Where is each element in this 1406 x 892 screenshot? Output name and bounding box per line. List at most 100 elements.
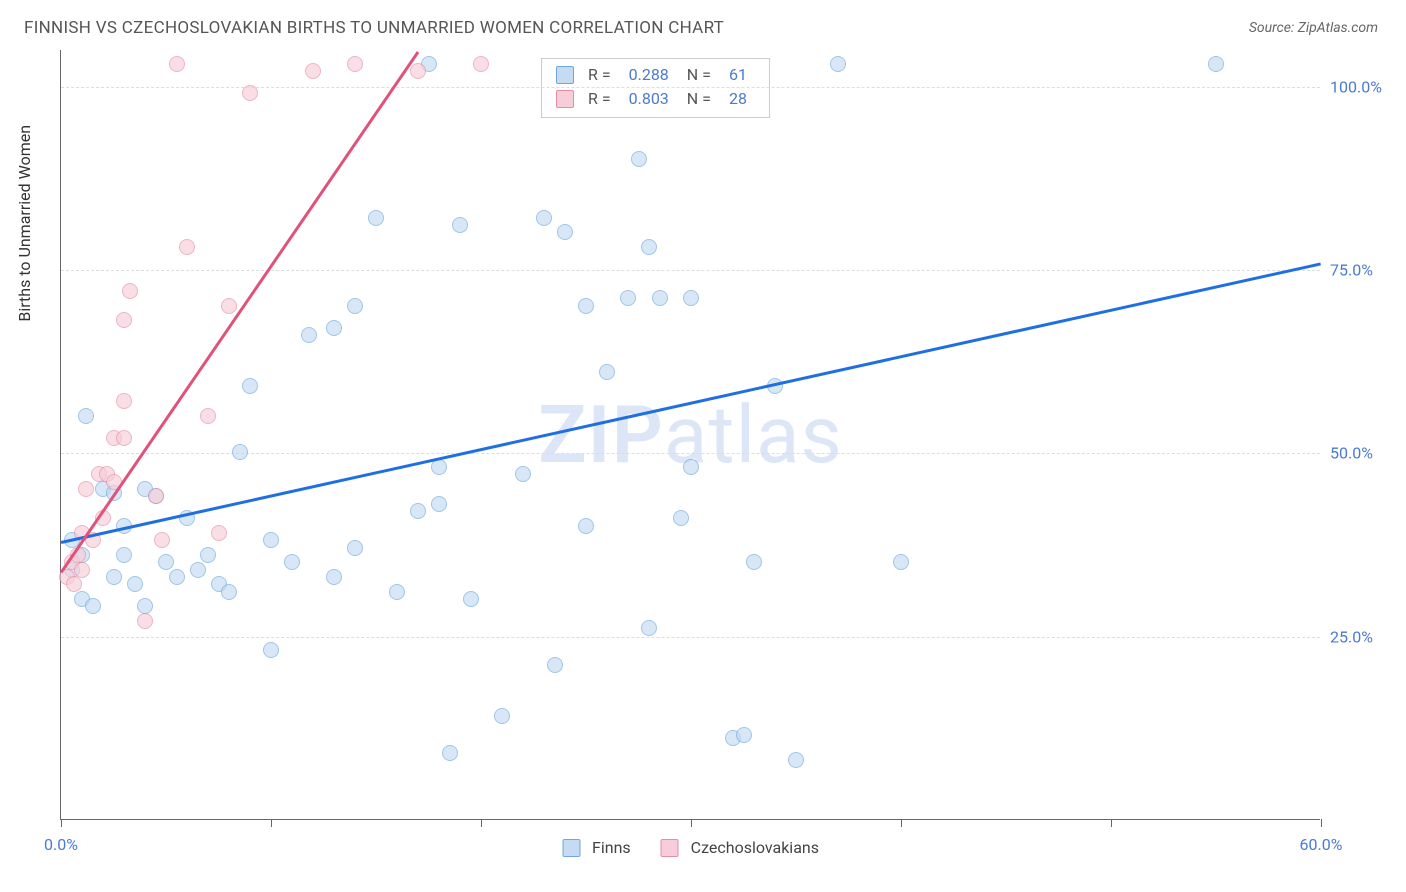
trend-line [60, 51, 419, 573]
data-point [557, 224, 573, 240]
n-value-czech: 28 [729, 87, 747, 111]
data-point [620, 290, 636, 306]
data-point [893, 554, 909, 570]
r-label: R = [588, 63, 611, 87]
stats-row-finns: R = 0.288 N = 61 [556, 63, 755, 87]
data-point [85, 598, 101, 614]
data-point [473, 56, 489, 72]
data-point [368, 210, 384, 226]
bottom-legend: Finns Czechoslovakians [562, 838, 819, 857]
data-point [683, 459, 699, 475]
x-tick-label: 60.0% [1300, 835, 1343, 854]
data-point [148, 488, 164, 504]
data-point [263, 642, 279, 658]
data-point [116, 393, 132, 409]
data-point [431, 496, 447, 512]
data-point [641, 239, 657, 255]
data-point [221, 584, 237, 600]
n-value-finns: 61 [729, 63, 747, 87]
data-point [631, 151, 647, 167]
data-point [652, 290, 668, 306]
data-point [301, 327, 317, 343]
data-point [122, 283, 138, 299]
x-tick [691, 819, 692, 827]
chart-title: FINNISH VS CZECHOSLOVAKIAN BIRTHS TO UNM… [24, 18, 724, 38]
legend-label-finns: Finns [592, 838, 631, 857]
data-point [463, 591, 479, 607]
legend-item-czech: Czechoslovakians [661, 838, 819, 857]
data-point [169, 56, 185, 72]
data-point [221, 298, 237, 314]
data-point [431, 459, 447, 475]
data-point [410, 63, 426, 79]
data-point [410, 503, 426, 519]
data-point [263, 532, 279, 548]
swatch-finns [556, 66, 574, 84]
gridline [61, 637, 1320, 638]
data-point [242, 85, 258, 101]
data-point [1208, 56, 1224, 72]
gridline [61, 453, 1320, 454]
data-point [116, 547, 132, 563]
y-tick-label: 75.0% [1330, 261, 1400, 280]
data-point [78, 408, 94, 424]
data-point [547, 657, 563, 673]
data-point [494, 708, 510, 724]
x-tick [61, 819, 62, 827]
data-point [389, 584, 405, 600]
data-point [137, 613, 153, 629]
r-value-finns: 0.288 [629, 63, 669, 87]
swatch-czech [556, 90, 574, 108]
n-label: N = [687, 63, 711, 87]
data-point [127, 576, 143, 592]
data-point [673, 510, 689, 526]
legend-item-finns: Finns [562, 838, 631, 857]
data-point [578, 298, 594, 314]
source-attribution: Source: ZipAtlas.com [1249, 20, 1378, 36]
x-tick [271, 819, 272, 827]
data-point [452, 217, 468, 233]
r-label: R = [588, 87, 611, 111]
swatch-czech [661, 839, 679, 857]
data-point [158, 554, 174, 570]
x-tick-label: 0.0% [44, 835, 78, 854]
data-point [242, 378, 258, 394]
stats-legend-box: R = 0.288 N = 61 R = 0.803 N = 28 [541, 58, 770, 118]
y-tick-label: 50.0% [1330, 444, 1400, 463]
y-tick-label: 100.0% [1330, 77, 1400, 96]
data-point [736, 727, 752, 743]
data-point [154, 532, 170, 548]
data-point [578, 518, 594, 534]
data-point [305, 63, 321, 79]
data-point [116, 430, 132, 446]
data-point [137, 598, 153, 614]
data-point [347, 540, 363, 556]
data-point [74, 562, 90, 578]
data-point [599, 364, 615, 380]
data-point [66, 576, 82, 592]
data-point [211, 525, 227, 541]
data-point [746, 554, 762, 570]
data-point [788, 752, 804, 768]
data-point [641, 620, 657, 636]
y-axis-label: Births to Unmarried Women [15, 125, 34, 322]
data-point [116, 312, 132, 328]
data-point [78, 481, 94, 497]
data-point [347, 298, 363, 314]
data-point [442, 745, 458, 761]
swatch-finns [562, 839, 580, 857]
data-point [536, 210, 552, 226]
data-point [347, 56, 363, 72]
data-point [200, 408, 216, 424]
x-tick [1111, 819, 1112, 827]
data-point [830, 56, 846, 72]
stats-row-czech: R = 0.803 N = 28 [556, 87, 755, 111]
data-point [232, 444, 248, 460]
data-point [515, 466, 531, 482]
x-tick [481, 819, 482, 827]
x-tick [1321, 819, 1322, 827]
data-point [106, 569, 122, 585]
y-tick-label: 25.0% [1330, 627, 1400, 646]
data-point [200, 547, 216, 563]
data-point [284, 554, 300, 570]
